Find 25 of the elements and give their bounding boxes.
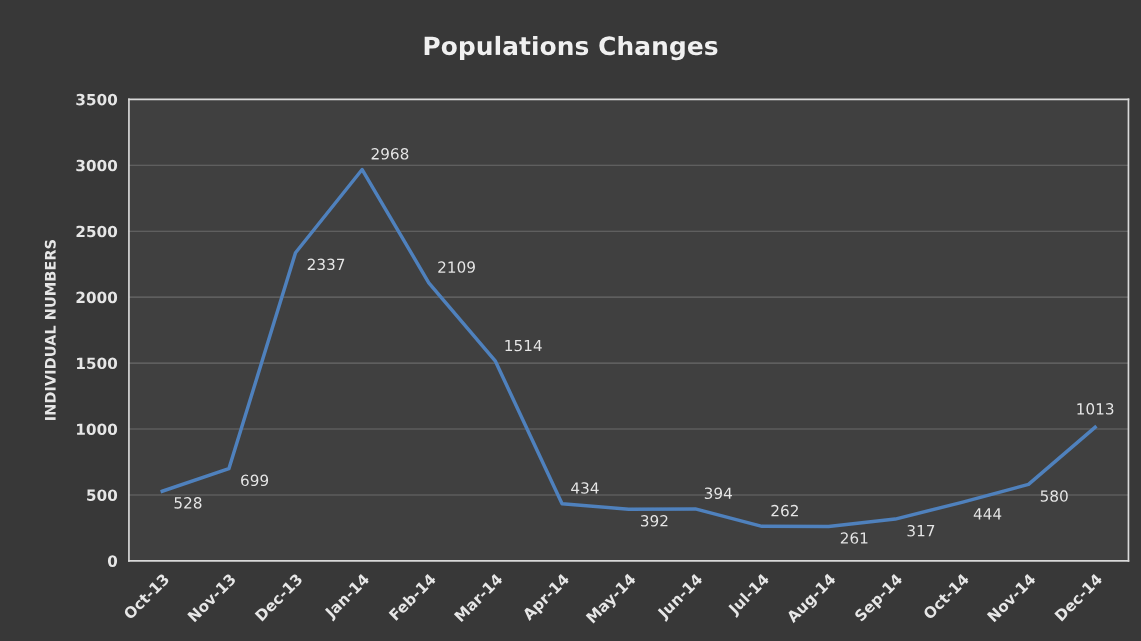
y-tick-label: 3500: [76, 93, 118, 106]
y-tick-label: 1500: [77, 357, 118, 370]
data-label: 262: [771, 504, 798, 517]
y-tick-label: 2500: [76, 225, 118, 238]
data-label: 317: [907, 524, 935, 537]
data-label: 580: [1040, 490, 1068, 502]
data-label: 261: [840, 532, 868, 544]
y-tick-label: 500: [87, 489, 118, 501]
y-axis-title: INDIVIDUAL NUMBERS: [44, 239, 56, 420]
data-label: 434: [571, 482, 599, 494]
data-label: 1514: [505, 339, 542, 352]
y-tick-label: 0: [107, 555, 118, 567]
data-label: 444: [973, 508, 1002, 520]
y-tick-label: 2000: [76, 291, 118, 304]
data-label: 1013: [1077, 403, 1114, 415]
data-label: 392: [640, 515, 668, 527]
y-tick-label: 1000: [77, 423, 118, 436]
data-label: 528: [174, 497, 202, 509]
chart-title: Populations Changes: [424, 35, 718, 61]
data-label: 699: [241, 474, 269, 487]
data-label: 2109: [438, 261, 475, 273]
data-label: 394: [704, 487, 732, 500]
data-label: 2968: [371, 148, 409, 160]
y-tick-label: 3000: [76, 159, 118, 172]
data-label: 2337: [307, 258, 345, 271]
